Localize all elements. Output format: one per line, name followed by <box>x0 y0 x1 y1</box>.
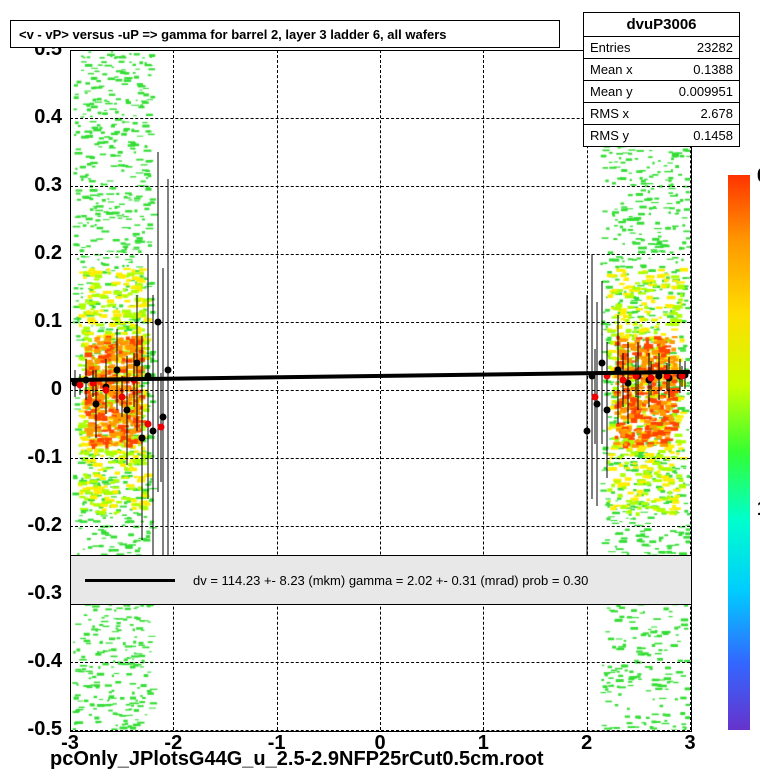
red-point-marker <box>591 393 598 400</box>
red-point-marker <box>103 387 110 394</box>
colorbar: 01 <box>728 175 750 730</box>
black-point-marker <box>604 407 611 414</box>
legend-text: dv = 114.23 +- 8.23 (mkm) gamma = 2.02 +… <box>193 573 588 588</box>
gridline-vertical <box>277 50 278 730</box>
black-point-marker <box>92 400 99 407</box>
x-tick-label: 1 <box>468 732 498 755</box>
gridline-vertical <box>70 50 71 730</box>
y-tick-label: 0.2 <box>12 242 62 265</box>
stats-meanx-label: Mean x <box>590 62 633 77</box>
stats-meany-value: 0.009951 <box>679 84 733 99</box>
y-tick-label: -0.3 <box>12 582 62 605</box>
y-tick-label: 0.3 <box>12 174 62 197</box>
stats-entries: Entries 23282 <box>584 37 739 59</box>
fit-legend: dv = 114.23 +- 8.23 (mkm) gamma = 2.02 +… <box>70 555 692 605</box>
black-point-marker <box>599 359 606 366</box>
red-point-marker <box>118 393 125 400</box>
red-point-marker <box>619 376 626 383</box>
black-point-marker <box>149 427 156 434</box>
stats-box: dvuP3006 Entries 23282 Mean x 0.1388 Mea… <box>583 12 740 147</box>
stats-rmsy: RMS y 0.1458 <box>584 125 739 146</box>
stats-rmsy-label: RMS y <box>590 128 629 143</box>
black-point-marker <box>154 319 161 326</box>
red-point-marker <box>144 421 151 428</box>
x-tick-label: 3 <box>675 732 705 755</box>
y-tick-label: -0.2 <box>12 514 62 537</box>
gridline-horizontal <box>70 730 690 731</box>
x-tick-label: -2 <box>158 732 188 755</box>
black-point-marker <box>583 427 590 434</box>
gridline-vertical <box>173 50 174 730</box>
legend-line-icon <box>85 579 175 582</box>
stats-rmsx-label: RMS x <box>590 106 629 121</box>
stats-meanx-value: 0.1388 <box>693 62 733 77</box>
x-tick-label: -3 <box>55 732 85 755</box>
stats-rmsy-value: 0.1458 <box>693 128 733 143</box>
black-point-marker <box>165 366 172 373</box>
black-point-marker <box>594 400 601 407</box>
y-tick-label: -0.1 <box>12 446 62 469</box>
black-point-marker <box>123 407 130 414</box>
stats-rmsx: RMS x 2.678 <box>584 103 739 125</box>
y-tick-label: 0.4 <box>12 106 62 129</box>
plot-title: <v - vP> versus -uP => gamma for barrel … <box>10 20 560 48</box>
stats-rmsx-value: 2.678 <box>700 106 733 121</box>
gridline-vertical <box>483 50 484 730</box>
y-tick-label: -0.4 <box>12 650 62 673</box>
y-tick-label: 0.1 <box>12 310 62 333</box>
x-tick-label: 0 <box>365 732 395 755</box>
black-point-marker <box>113 366 120 373</box>
x-tick-label: 2 <box>572 732 602 755</box>
x-tick-label: -1 <box>262 732 292 755</box>
red-point-marker <box>157 424 164 431</box>
stats-entries-value: 23282 <box>697 40 733 55</box>
stats-name: dvuP3006 <box>584 13 739 37</box>
stats-meany-label: Mean y <box>590 84 633 99</box>
black-point-marker <box>134 359 141 366</box>
gridline-vertical <box>380 50 381 730</box>
stats-meanx: Mean x 0.1388 <box>584 59 739 81</box>
black-point-marker <box>160 414 167 421</box>
stats-meany: Mean y 0.009951 <box>584 81 739 103</box>
black-point-marker <box>139 434 146 441</box>
stats-entries-label: Entries <box>590 40 630 55</box>
red-point-marker <box>77 381 84 388</box>
red-point-marker <box>647 374 654 381</box>
gridline-vertical <box>690 50 691 730</box>
y-tick-label: 0 <box>12 378 62 401</box>
